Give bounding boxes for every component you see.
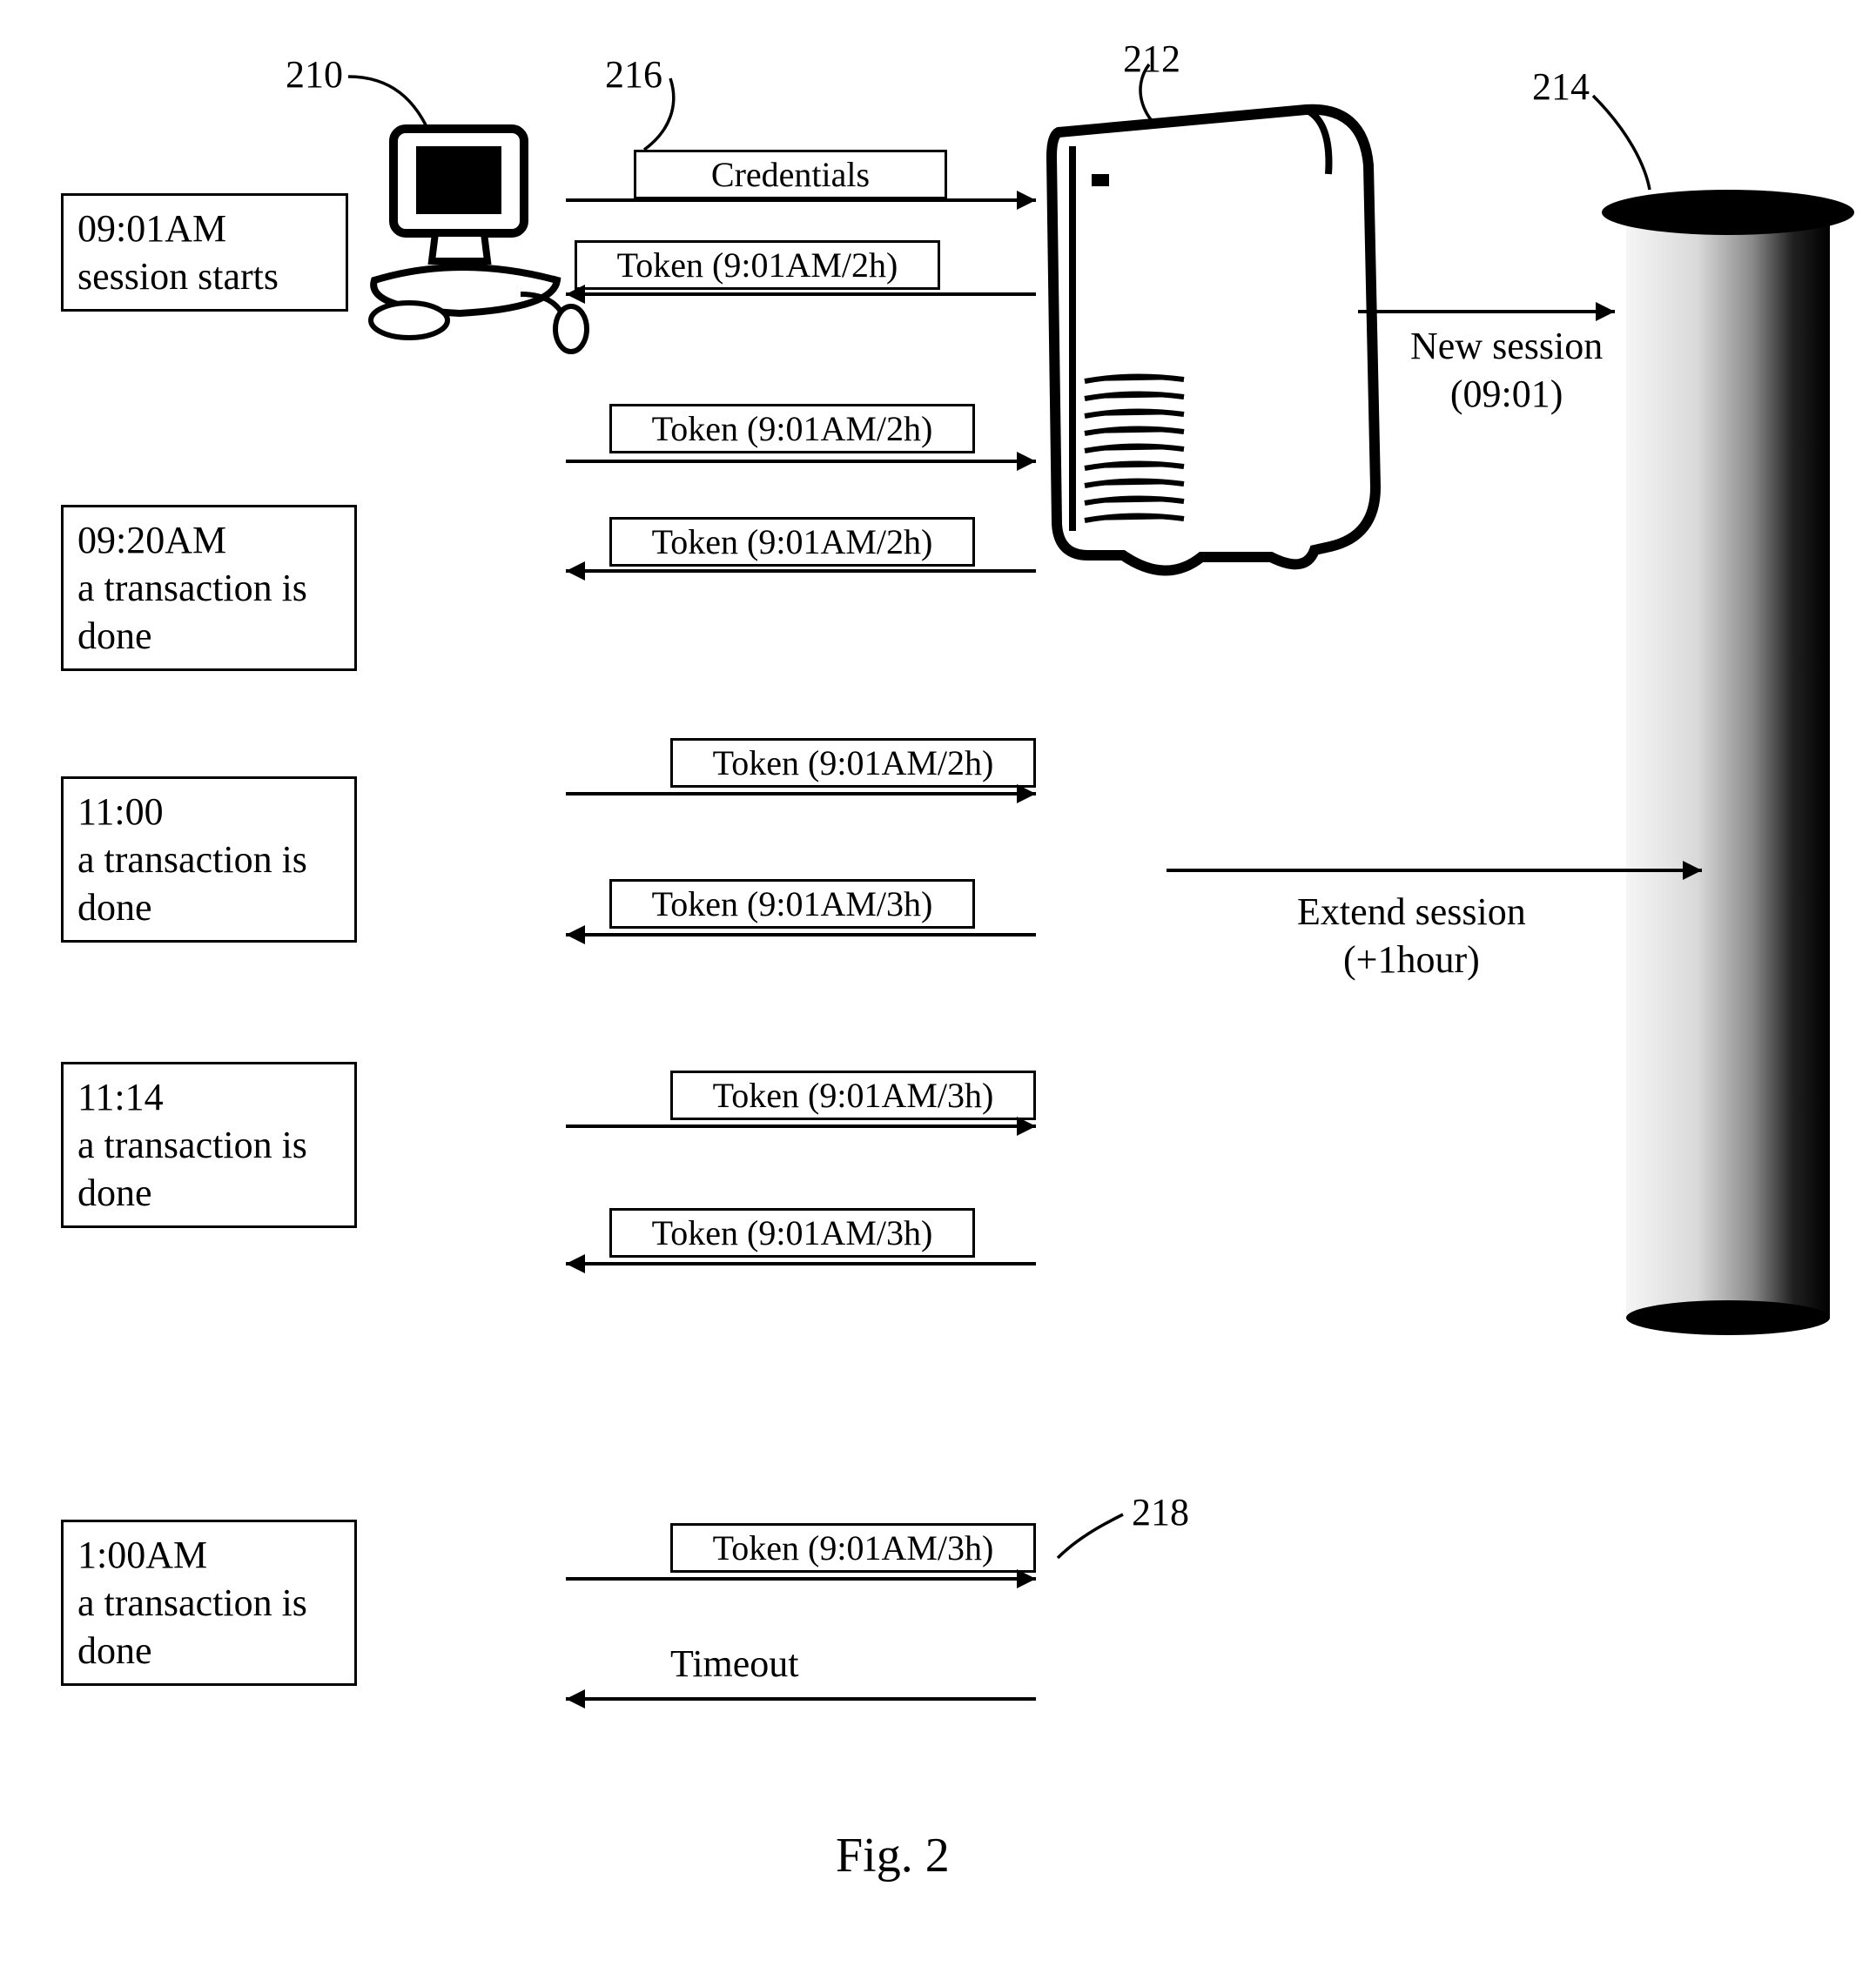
msg-token-7: Token (9:01AM/3h) bbox=[609, 1208, 975, 1258]
refnum-216: 216 bbox=[605, 52, 662, 97]
timeout-label: Timeout bbox=[670, 1640, 799, 1688]
client-pc-icon bbox=[371, 129, 587, 352]
msg-token-5: Token (9:01AM/3h) bbox=[609, 879, 975, 929]
msg-credentials: Credentials bbox=[634, 150, 947, 199]
db-arrow-1-head bbox=[1683, 861, 1702, 880]
msg-token-8: Token (9:01AM/3h) bbox=[670, 1523, 1036, 1573]
refnum-210: 210 bbox=[286, 52, 343, 97]
lead-214 bbox=[1593, 96, 1650, 190]
msg-token-4: Token (9:01AM/2h) bbox=[670, 738, 1036, 788]
new-session-label: New session (09:01) bbox=[1410, 322, 1603, 418]
event-session-starts: 09:01AM session starts bbox=[61, 193, 348, 312]
event-tx-1114: 11:14 a transaction is done bbox=[61, 1062, 357, 1228]
refnum-218: 218 bbox=[1132, 1490, 1189, 1534]
msg-arrow-2-head bbox=[1017, 452, 1036, 471]
diagram-canvas: 210 216 212 214 218 09:01AM session star… bbox=[0, 0, 1876, 1967]
db-arrow-0-head bbox=[1596, 302, 1615, 321]
msg-token-6: Token (9:01AM/3h) bbox=[670, 1071, 1036, 1120]
event-tx-1100: 11:00 a transaction is done bbox=[61, 776, 357, 943]
msg-arrow-0-head bbox=[1017, 191, 1036, 210]
msg-arrow-7-head bbox=[566, 1254, 585, 1273]
lead-218 bbox=[1058, 1514, 1123, 1558]
database-icon bbox=[1602, 190, 1854, 1335]
refnum-212: 212 bbox=[1123, 37, 1180, 81]
timeout-arrow-head bbox=[566, 1689, 585, 1709]
msg-token-2: Token (9:01AM/2h) bbox=[609, 404, 975, 453]
event-tx-0920: 09:20AM a transaction is done bbox=[61, 505, 357, 671]
extend-session-label: Extend session (+1hour) bbox=[1297, 888, 1526, 984]
msg-arrow-5-head bbox=[566, 925, 585, 944]
event-tx-0100: 1:00AM a transaction is done bbox=[61, 1520, 357, 1686]
refnum-214: 214 bbox=[1532, 64, 1590, 109]
msg-token-3: Token (9:01AM/2h) bbox=[609, 517, 975, 567]
msg-arrow-3-head bbox=[566, 561, 585, 581]
server-icon bbox=[1052, 110, 1375, 571]
figure-caption: Fig. 2 bbox=[836, 1828, 950, 1883]
msg-token-1: Token (9:01AM/2h) bbox=[575, 240, 940, 290]
lead-210 bbox=[348, 77, 435, 148]
